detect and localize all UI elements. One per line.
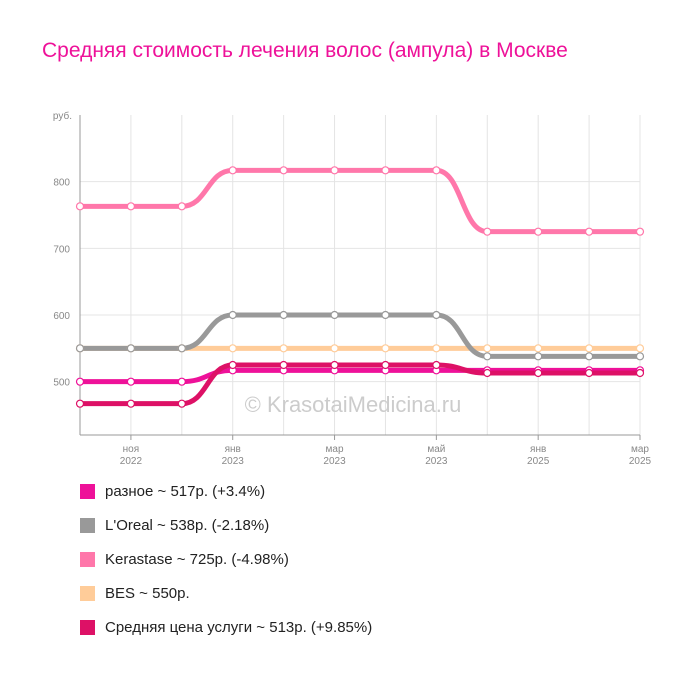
grid bbox=[79, 115, 641, 435]
x-tick-year: 2022 bbox=[120, 456, 143, 467]
y-tick-label: 600 bbox=[53, 311, 70, 322]
y-tick-label: 500 bbox=[53, 378, 70, 389]
series-points bbox=[75, 166, 645, 408]
series-1-point[interactable] bbox=[279, 310, 288, 320]
series-4-point[interactable] bbox=[381, 360, 390, 370]
legend-swatch bbox=[80, 517, 95, 533]
series-0-point[interactable] bbox=[177, 377, 186, 386]
legend-swatch bbox=[80, 585, 95, 601]
series-1-point[interactable] bbox=[330, 310, 339, 320]
watermark: © KrasotaiMedicina.ru bbox=[245, 392, 462, 417]
series-2-point[interactable] bbox=[381, 166, 390, 175]
legend-label: L'Oreal ~ 538р. (-2.18%) bbox=[105, 516, 270, 534]
legend-label: разное ~ 517р. (+3.4%) bbox=[105, 482, 266, 500]
series-4-point[interactable] bbox=[534, 368, 543, 378]
x-tick-month: май bbox=[427, 444, 445, 455]
x-tick-year: 2023 bbox=[222, 456, 245, 467]
series-4-point[interactable] bbox=[279, 360, 288, 370]
series-1-point[interactable] bbox=[177, 344, 186, 353]
legend-item-raznoe[interactable]: разное ~ 517р. (+3.4%) bbox=[80, 480, 372, 502]
series-1-point[interactable] bbox=[75, 344, 85, 353]
series-2-point[interactable] bbox=[177, 202, 186, 211]
series-3-point[interactable] bbox=[432, 344, 441, 353]
series-4-point[interactable] bbox=[483, 368, 492, 378]
x-tick-month: мар bbox=[631, 444, 649, 455]
legend-label: Kerastase ~ 725р. (-4.98%) bbox=[105, 550, 289, 568]
series-4-point[interactable] bbox=[126, 399, 136, 408]
legend-item-kerastase[interactable]: Kerastase ~ 725р. (-4.98%) bbox=[80, 548, 372, 570]
series-1-point[interactable] bbox=[432, 310, 441, 320]
series-4-point[interactable] bbox=[635, 368, 645, 378]
series-2-line bbox=[77, 167, 643, 235]
series-3-point[interactable] bbox=[534, 344, 543, 353]
series-2-point[interactable] bbox=[432, 166, 441, 175]
series-0-point[interactable] bbox=[75, 377, 85, 386]
line-chart: 500600700800руб.ноя2022янв2023мар2023май… bbox=[53, 110, 652, 467]
series-2-point[interactable] bbox=[584, 227, 594, 236]
series-lines bbox=[77, 167, 643, 407]
series-2-point[interactable] bbox=[534, 227, 543, 236]
series-1-point[interactable] bbox=[584, 352, 594, 361]
legend: разное ~ 517р. (+3.4%) L'Oreal ~ 538р. (… bbox=[80, 480, 372, 650]
legend-label: Средняя цена услуги ~ 513р. (+9.85%) bbox=[105, 618, 373, 636]
y-tick-label: 700 bbox=[53, 244, 70, 255]
series-3-point[interactable] bbox=[279, 344, 288, 353]
x-tick-month: янв bbox=[530, 444, 546, 455]
series-0-point[interactable] bbox=[126, 377, 136, 386]
series-1-point[interactable] bbox=[126, 344, 136, 353]
series-3-point[interactable] bbox=[584, 344, 594, 353]
series-2-point[interactable] bbox=[75, 202, 85, 211]
series-2-point[interactable] bbox=[228, 166, 237, 175]
series-0-line bbox=[77, 367, 643, 385]
series-1-point[interactable] bbox=[534, 352, 543, 361]
series-2-point[interactable] bbox=[330, 166, 339, 175]
legend-label: BES ~ 550р. bbox=[105, 584, 190, 602]
series-4-point[interactable] bbox=[432, 360, 441, 370]
series-2-point[interactable] bbox=[635, 227, 645, 236]
legend-swatch bbox=[80, 619, 95, 635]
legend-item-bes[interactable]: BES ~ 550р. bbox=[80, 582, 372, 604]
series-4-point[interactable] bbox=[584, 368, 594, 378]
x-tick-year: 2023 bbox=[323, 456, 346, 467]
series-3-point[interactable] bbox=[381, 344, 390, 353]
series-3-point[interactable] bbox=[330, 344, 339, 353]
legend-swatch bbox=[80, 483, 95, 499]
y-axis-unit: руб. bbox=[53, 110, 72, 122]
series-4-point[interactable] bbox=[330, 360, 339, 370]
series-1-point[interactable] bbox=[381, 310, 390, 320]
x-tick-year: 2025 bbox=[527, 456, 550, 467]
x-tick-month: мар bbox=[326, 444, 344, 455]
series-2-point[interactable] bbox=[279, 166, 288, 175]
series-3-point[interactable] bbox=[228, 344, 237, 353]
series-1-point[interactable] bbox=[635, 352, 645, 361]
legend-item-average[interactable]: Средняя цена услуги ~ 513р. (+9.85%) bbox=[80, 616, 372, 638]
chart-title: Средняя стоимость лечения волос (ампула)… bbox=[42, 39, 568, 62]
x-tick-year: 2025 bbox=[629, 456, 652, 467]
series-3-point[interactable] bbox=[635, 344, 645, 353]
legend-swatch bbox=[80, 551, 95, 567]
x-tick-year: 2023 bbox=[425, 456, 448, 467]
series-4-point[interactable] bbox=[228, 360, 237, 370]
series-3-point[interactable] bbox=[483, 344, 492, 353]
series-1-point[interactable] bbox=[483, 352, 492, 361]
legend-item-loreal[interactable]: L'Oreal ~ 538р. (-2.18%) bbox=[80, 514, 372, 536]
x-tick-month: янв bbox=[225, 444, 241, 455]
series-4-point[interactable] bbox=[177, 399, 186, 408]
x-tick-month: ноя bbox=[123, 444, 140, 455]
series-4-point[interactable] bbox=[75, 399, 85, 408]
series-1-point[interactable] bbox=[228, 310, 237, 320]
series-2-point[interactable] bbox=[126, 202, 136, 211]
series-2-point[interactable] bbox=[483, 227, 492, 236]
y-tick-label: 800 bbox=[53, 178, 70, 189]
